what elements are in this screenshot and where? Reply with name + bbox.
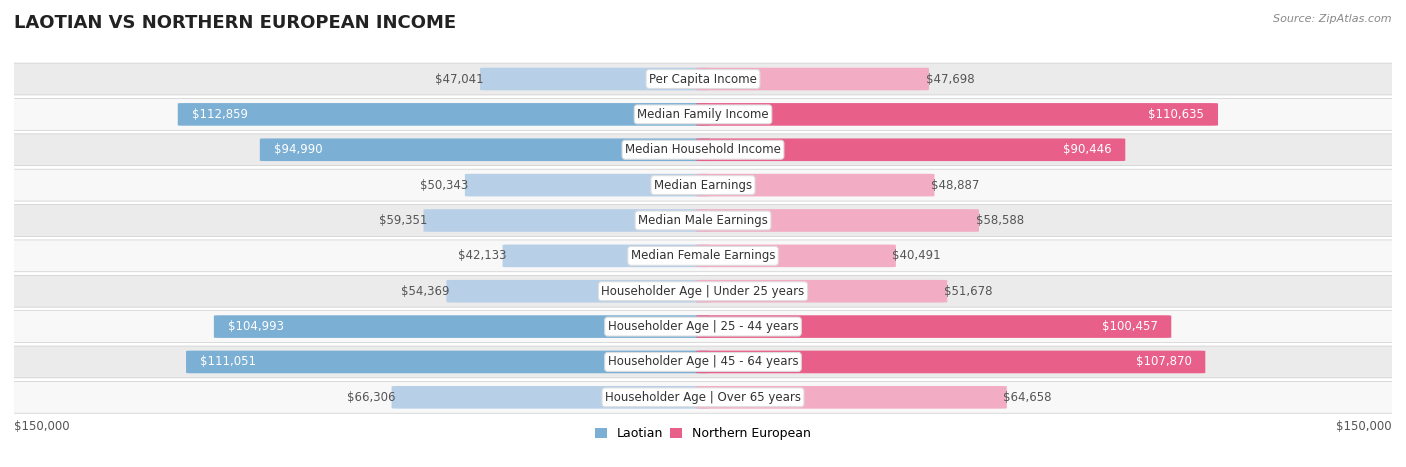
FancyBboxPatch shape bbox=[696, 68, 929, 90]
Text: LAOTIAN VS NORTHERN EUROPEAN INCOME: LAOTIAN VS NORTHERN EUROPEAN INCOME bbox=[14, 14, 456, 32]
FancyBboxPatch shape bbox=[696, 209, 979, 232]
FancyBboxPatch shape bbox=[0, 205, 1406, 236]
Text: $42,133: $42,133 bbox=[457, 249, 506, 262]
Text: Householder Age | Under 25 years: Householder Age | Under 25 years bbox=[602, 285, 804, 298]
FancyBboxPatch shape bbox=[446, 280, 710, 303]
Text: $112,859: $112,859 bbox=[191, 108, 247, 121]
FancyBboxPatch shape bbox=[260, 138, 710, 161]
Text: $66,306: $66,306 bbox=[346, 391, 395, 404]
Text: Per Capita Income: Per Capita Income bbox=[650, 72, 756, 85]
FancyBboxPatch shape bbox=[696, 280, 948, 303]
Text: $54,369: $54,369 bbox=[401, 285, 450, 298]
FancyBboxPatch shape bbox=[0, 346, 1406, 378]
Legend: Laotian, Northern European: Laotian, Northern European bbox=[589, 422, 817, 445]
FancyBboxPatch shape bbox=[0, 134, 1406, 166]
Text: Householder Age | Over 65 years: Householder Age | Over 65 years bbox=[605, 391, 801, 404]
FancyBboxPatch shape bbox=[696, 315, 1171, 338]
FancyBboxPatch shape bbox=[696, 103, 1218, 126]
FancyBboxPatch shape bbox=[186, 351, 710, 373]
FancyBboxPatch shape bbox=[479, 68, 710, 90]
FancyBboxPatch shape bbox=[696, 138, 1125, 161]
Text: $94,990: $94,990 bbox=[274, 143, 322, 156]
Text: $47,041: $47,041 bbox=[434, 72, 484, 85]
FancyBboxPatch shape bbox=[177, 103, 710, 126]
FancyBboxPatch shape bbox=[0, 63, 1406, 95]
Text: Median Family Income: Median Family Income bbox=[637, 108, 769, 121]
Text: $48,887: $48,887 bbox=[931, 178, 980, 191]
FancyBboxPatch shape bbox=[0, 311, 1406, 342]
Text: $58,588: $58,588 bbox=[976, 214, 1024, 227]
FancyBboxPatch shape bbox=[696, 174, 935, 197]
FancyBboxPatch shape bbox=[423, 209, 710, 232]
Text: $50,343: $50,343 bbox=[420, 178, 468, 191]
FancyBboxPatch shape bbox=[0, 99, 1406, 130]
Text: $47,698: $47,698 bbox=[925, 72, 974, 85]
Text: $150,000: $150,000 bbox=[1336, 420, 1392, 433]
Text: $100,457: $100,457 bbox=[1102, 320, 1157, 333]
FancyBboxPatch shape bbox=[696, 386, 1007, 409]
FancyBboxPatch shape bbox=[502, 245, 710, 267]
Text: $111,051: $111,051 bbox=[200, 355, 256, 368]
FancyBboxPatch shape bbox=[696, 351, 1205, 373]
Text: Median Household Income: Median Household Income bbox=[626, 143, 780, 156]
Text: Median Earnings: Median Earnings bbox=[654, 178, 752, 191]
FancyBboxPatch shape bbox=[392, 386, 710, 409]
Text: $107,870: $107,870 bbox=[1136, 355, 1191, 368]
Text: Median Male Earnings: Median Male Earnings bbox=[638, 214, 768, 227]
FancyBboxPatch shape bbox=[696, 245, 896, 267]
Text: $104,993: $104,993 bbox=[228, 320, 284, 333]
Text: $64,658: $64,658 bbox=[1004, 391, 1052, 404]
Text: Median Female Earnings: Median Female Earnings bbox=[631, 249, 775, 262]
Text: $90,446: $90,446 bbox=[1063, 143, 1112, 156]
FancyBboxPatch shape bbox=[0, 276, 1406, 307]
FancyBboxPatch shape bbox=[0, 169, 1406, 201]
Text: $59,351: $59,351 bbox=[378, 214, 427, 227]
FancyBboxPatch shape bbox=[214, 315, 710, 338]
Text: Source: ZipAtlas.com: Source: ZipAtlas.com bbox=[1274, 14, 1392, 24]
FancyBboxPatch shape bbox=[0, 240, 1406, 272]
Text: $110,635: $110,635 bbox=[1149, 108, 1205, 121]
Text: Householder Age | 45 - 64 years: Householder Age | 45 - 64 years bbox=[607, 355, 799, 368]
Text: $150,000: $150,000 bbox=[14, 420, 70, 433]
Text: $40,491: $40,491 bbox=[893, 249, 941, 262]
FancyBboxPatch shape bbox=[465, 174, 710, 197]
Text: Householder Age | 25 - 44 years: Householder Age | 25 - 44 years bbox=[607, 320, 799, 333]
Text: $51,678: $51,678 bbox=[943, 285, 993, 298]
FancyBboxPatch shape bbox=[0, 382, 1406, 413]
